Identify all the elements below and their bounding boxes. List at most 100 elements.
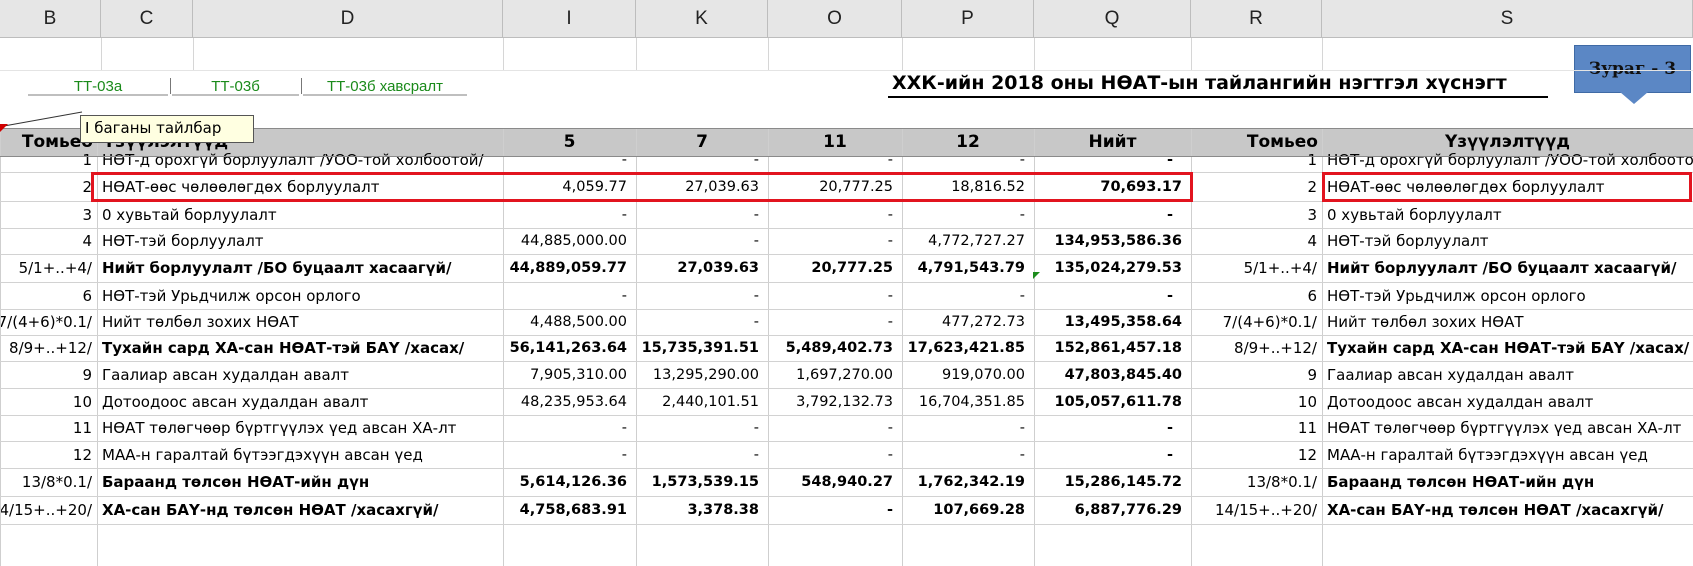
cell-col-11[interactable]: - bbox=[886, 502, 893, 518]
row-index-right[interactable]: 2 bbox=[1307, 177, 1317, 196]
row-index[interactable]: 1 bbox=[82, 150, 92, 169]
column-header-i[interactable]: I bbox=[503, 0, 636, 38]
row-index-right[interactable]: 7/(4+6)*0.1/ bbox=[1222, 313, 1317, 331]
row-label-right[interactable]: Дотоодоос авсан худалдан авалт bbox=[1327, 392, 1594, 411]
cell-col-7[interactable]: 1,573,539.15 bbox=[651, 474, 759, 490]
row-label-right[interactable]: 0 хувьтай борлуулалт bbox=[1327, 205, 1502, 224]
tab-tt-03b[interactable]: ТТ-03б bbox=[172, 78, 299, 96]
row-index-right[interactable]: 14/15+..+20/ bbox=[1214, 501, 1317, 519]
cell-total[interactable]: 15,286,145.72 bbox=[1064, 474, 1182, 490]
row-index-right[interactable]: 4 bbox=[1307, 232, 1317, 250]
column-header-k[interactable]: K bbox=[636, 0, 768, 38]
cell-total[interactable]: 13,495,358.64 bbox=[1064, 314, 1182, 330]
row-label-right[interactable]: НӨАТ-өөс чөлөөлөгдөх борлуулалт bbox=[1327, 177, 1605, 196]
header-total[interactable]: Нийт bbox=[1088, 132, 1137, 152]
row-label[interactable]: 0 хувьтай борлуулалт bbox=[102, 205, 277, 224]
cell-col-12[interactable]: 4,772,727.27 bbox=[928, 233, 1025, 249]
column-header-p[interactable]: P bbox=[902, 0, 1034, 38]
cell-total[interactable]: - bbox=[1166, 420, 1173, 436]
cell-col-11[interactable]: 20,777.25 bbox=[811, 260, 893, 276]
cell-total[interactable]: 6,887,776.29 bbox=[1074, 502, 1182, 518]
cell-col-7[interactable]: 3,378.38 bbox=[687, 502, 759, 518]
row-label[interactable]: НӨТ-тэй Урьдчилж орсон орлого bbox=[102, 286, 361, 305]
header-index[interactable]: Томьео bbox=[21, 132, 93, 152]
row-index-right[interactable]: 9 bbox=[1307, 365, 1317, 384]
cell-col-7[interactable]: - bbox=[753, 206, 759, 223]
cell-col-7[interactable]: - bbox=[753, 446, 759, 463]
cell-col-12[interactable]: - bbox=[1019, 420, 1025, 436]
cell-col-12[interactable]: - bbox=[1019, 446, 1025, 463]
cell-col-5[interactable]: - bbox=[621, 151, 627, 168]
cell-col-11[interactable]: - bbox=[887, 151, 893, 168]
row-label[interactable]: НӨАТ төлөгчөөр бүртгүүлэх үед авсан ХА-л… bbox=[102, 419, 457, 437]
comment-indicator[interactable] bbox=[0, 124, 8, 132]
row-label-right[interactable]: Гаалиар авсан худалдан авалт bbox=[1327, 365, 1574, 384]
row-index[interactable]: 4 bbox=[82, 232, 92, 250]
row-label-right[interactable]: Нийт төлбөл зохих НӨАТ bbox=[1327, 313, 1524, 331]
row-label-right[interactable]: НӨТ-тэй борлуулалт bbox=[1327, 232, 1489, 250]
cell-col-12[interactable]: 107,669.28 bbox=[933, 502, 1025, 518]
row-index[interactable]: 9 bbox=[82, 365, 92, 384]
cell-col-7[interactable]: 27,039.63 bbox=[685, 178, 759, 195]
cell-col-5[interactable]: 4,059.77 bbox=[562, 178, 627, 195]
header-col-7[interactable]: 7 bbox=[696, 132, 708, 152]
cell-col-7[interactable]: - bbox=[753, 287, 759, 304]
row-index[interactable]: 7/(4+6)*0.1/ bbox=[0, 313, 92, 331]
row-label[interactable]: Нийт борлуулалт /БО буцаалт хасаагүй/ bbox=[102, 259, 452, 277]
header-col-11[interactable]: 11 bbox=[823, 132, 847, 152]
cell-col-7[interactable]: 13,295,290.00 bbox=[652, 366, 759, 383]
cell-col-11[interactable]: 1,697,270.00 bbox=[796, 366, 893, 383]
cell-col-12[interactable]: 18,816.52 bbox=[951, 178, 1025, 195]
cell-col-5[interactable]: - bbox=[621, 420, 627, 436]
column-header-o[interactable]: O bbox=[768, 0, 902, 38]
cell-col-11[interactable]: - bbox=[887, 206, 893, 223]
cell-col-7[interactable]: 27,039.63 bbox=[677, 260, 759, 276]
cell-col-5[interactable]: - bbox=[621, 206, 627, 223]
cell-total[interactable]: 134,953,586.36 bbox=[1054, 233, 1182, 249]
cell-col-5[interactable]: - bbox=[621, 287, 627, 304]
cell-col-5[interactable]: 56,141,263.64 bbox=[509, 340, 627, 356]
header-col-5[interactable]: 5 bbox=[563, 132, 576, 152]
row-label-right[interactable]: НӨТ-тэй Урьдчилж орсон орлого bbox=[1327, 286, 1586, 305]
header-indicator-right[interactable]: Үзүүлэлтүүд bbox=[1444, 132, 1571, 152]
row-index[interactable]: 8/9+..+12/ bbox=[9, 339, 92, 357]
cell-col-11[interactable]: - bbox=[887, 314, 893, 330]
row-index-right[interactable]: 13/8*0.1/ bbox=[1246, 473, 1317, 491]
column-header-c[interactable]: C bbox=[101, 0, 193, 38]
cell-total[interactable]: - bbox=[1166, 446, 1173, 463]
row-index[interactable]: 2 bbox=[82, 177, 92, 196]
cell-col-7[interactable]: 15,735,391.51 bbox=[641, 340, 759, 356]
cell-total[interactable]: 105,057,611.78 bbox=[1054, 393, 1182, 410]
cell-col-5[interactable]: 5,614,126.36 bbox=[519, 474, 627, 490]
cell-col-12[interactable]: 477,272.73 bbox=[941, 314, 1025, 330]
row-index[interactable]: 14/15+..+20/ bbox=[0, 501, 92, 519]
row-label[interactable]: Нийт төлбөл зохих НӨАТ bbox=[102, 313, 299, 331]
cell-col-12[interactable]: - bbox=[1019, 206, 1025, 223]
row-label-right[interactable]: Тухайн сард ХА-сан НӨАТ-тэй БАҮ /хасах/ bbox=[1327, 339, 1690, 357]
row-index-right[interactable]: 3 bbox=[1307, 205, 1317, 224]
cell-total[interactable]: - bbox=[1166, 151, 1173, 168]
row-index-right[interactable]: 12 bbox=[1297, 445, 1317, 464]
row-index-right[interactable]: 6 bbox=[1307, 286, 1317, 305]
cell-col-11[interactable]: - bbox=[887, 446, 893, 463]
row-label-right[interactable]: НӨТ-д орохгүй борлуулалт /УОО-той холбоо… bbox=[1327, 150, 1693, 169]
column-header-r[interactable]: R bbox=[1191, 0, 1322, 38]
cell-col-12[interactable]: - bbox=[1019, 287, 1025, 304]
tab-tt-03b-appendix[interactable]: ТТ-03б хавсралт bbox=[303, 78, 467, 96]
row-index[interactable]: 12 bbox=[72, 445, 92, 464]
row-label-right[interactable]: ХА-сан БАҮ-нд төлсөн НӨАТ /хасахгүй/ bbox=[1327, 501, 1664, 519]
row-index-right[interactable]: 1 bbox=[1307, 150, 1317, 169]
cell-col-12[interactable]: 16,704,351.85 bbox=[918, 393, 1025, 410]
cell-col-11[interactable]: 20,777.25 bbox=[819, 178, 893, 195]
row-label[interactable]: Тухайн сард ХА-сан НӨАТ-тэй БАҮ /хасах/ bbox=[102, 339, 465, 357]
row-label[interactable]: МАА-н гаралтай бүтээгдэхүүн авсан үед bbox=[102, 445, 423, 464]
row-index-right[interactable]: 11 bbox=[1297, 419, 1317, 437]
row-label-right[interactable]: Бараанд төлсөн НӨАТ-ийн дүн bbox=[1327, 473, 1595, 491]
row-index-right[interactable]: 10 bbox=[1297, 392, 1317, 411]
row-label[interactable]: Дотоодоос авсан худалдан авалт bbox=[102, 392, 369, 411]
cell-col-11[interactable]: - bbox=[887, 233, 893, 249]
row-index[interactable]: 13/8*0.1/ bbox=[21, 473, 92, 491]
cell-col-12[interactable]: 919,070.00 bbox=[941, 366, 1025, 383]
cell-col-5[interactable]: - bbox=[621, 446, 627, 463]
row-index[interactable]: 3 bbox=[82, 205, 92, 224]
